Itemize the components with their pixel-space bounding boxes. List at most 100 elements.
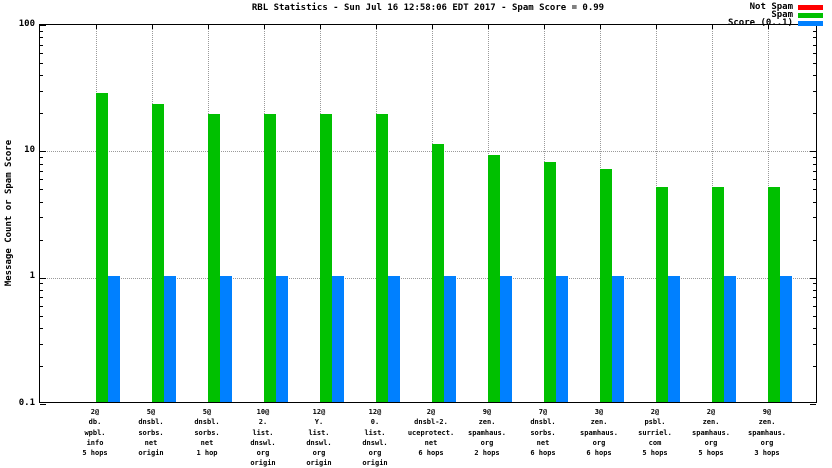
y-minor-tick <box>40 75 43 77</box>
y-minor-tick <box>40 170 43 172</box>
score-0-1-bar <box>164 276 176 402</box>
spam-bar <box>96 92 108 402</box>
y-minor-tick <box>40 201 43 203</box>
x-tick <box>96 25 97 29</box>
y-minor-tick <box>813 239 816 241</box>
y-major-tick <box>810 277 816 279</box>
y-minor-tick <box>813 113 816 115</box>
y-major-tick <box>810 25 816 26</box>
spam-bar <box>544 161 556 402</box>
y-minor-tick <box>40 327 43 329</box>
x-tick <box>432 25 433 29</box>
y-minor-tick <box>813 163 816 165</box>
x-tick <box>152 25 153 29</box>
y-major-tick <box>40 277 46 279</box>
spam-bar <box>600 168 612 402</box>
y-major-tick <box>40 151 46 153</box>
h-gridline <box>40 151 816 153</box>
score-0-1-bar <box>220 276 232 402</box>
y-minor-tick <box>813 201 816 203</box>
y-minor-tick <box>40 289 43 291</box>
y-minor-tick <box>813 53 816 55</box>
y-major-tick <box>810 151 816 153</box>
y-axis-label: Message Count or Spam Score <box>4 139 14 287</box>
category-label: 2@ zen. spamhaus. org 5 hops <box>692 408 730 458</box>
category-label: 2@ dnsbl-2. uceprotect. net 6 hops <box>407 408 455 458</box>
y-minor-tick <box>40 343 43 345</box>
y-minor-tick <box>813 315 816 317</box>
category-label: 2@ psbl. surriel. com 5 hops <box>638 408 672 458</box>
y-tick-label: 0.1 <box>18 397 35 408</box>
spam-bar <box>320 114 332 402</box>
category-label: 5@ dnsbl. sorbs. net origin <box>138 408 164 458</box>
legend-swatch-score-0-1 <box>798 20 823 26</box>
y-major-tick <box>40 25 46 26</box>
spam-bar <box>152 103 164 402</box>
score-0-1-bar <box>556 276 568 402</box>
legend-swatch-not-spam <box>798 4 823 10</box>
category-label: 9@ zen. spamhaus. org 3 hops <box>748 408 786 458</box>
score-0-1-bar <box>612 276 624 402</box>
y-minor-tick <box>813 283 816 285</box>
y-minor-tick <box>813 44 816 46</box>
category-label: 9@ zen. spamhaus. org 2 hops <box>468 408 506 458</box>
spam-bar <box>432 144 444 402</box>
score-0-1-bar <box>668 276 680 402</box>
y-minor-tick <box>40 239 43 241</box>
legend-label: Not Spam <box>749 2 793 12</box>
category-label: 7@ dnsbl. sorbs. net 6 hops <box>530 408 556 458</box>
legend-row-spam: Spam <box>728 11 823 20</box>
x-tick <box>712 25 713 29</box>
y-tick-label: 10 <box>24 144 35 155</box>
x-tick <box>600 25 601 29</box>
legend-label: Score (0..1) <box>727 18 793 28</box>
x-tick <box>768 25 769 29</box>
spam-bar <box>376 114 388 402</box>
x-tick <box>488 25 489 29</box>
y-minor-tick <box>40 283 43 285</box>
y-minor-tick <box>813 170 816 172</box>
y-minor-tick <box>813 327 816 329</box>
score-0-1-bar <box>780 276 792 402</box>
y-minor-tick <box>40 113 43 115</box>
spam-bar <box>488 155 500 402</box>
category-label: 2@ db. wpbl. info 5 hops <box>82 408 108 458</box>
score-0-1-bar <box>332 276 344 402</box>
legend-swatch-spam <box>798 12 823 18</box>
score-0-1-bar <box>388 276 400 402</box>
legend: Not Spam Spam Score (0..1) <box>727 2 823 28</box>
y-minor-tick <box>40 217 43 219</box>
y-minor-tick <box>813 343 816 345</box>
y-minor-tick <box>40 297 43 299</box>
y-minor-tick <box>40 365 43 367</box>
y-minor-tick <box>813 297 816 299</box>
category-label: 12@ 0. list. dnswl. org origin <box>362 408 388 468</box>
category-label: 3@ zen. spamhaus. org 6 hops <box>580 408 618 458</box>
y-minor-tick <box>813 157 816 159</box>
spam-bar <box>264 114 276 402</box>
x-tick <box>656 25 657 29</box>
x-tick <box>544 25 545 29</box>
y-tick-label: 100 <box>18 18 35 29</box>
y-minor-tick <box>40 30 43 32</box>
score-0-1-bar <box>276 276 288 402</box>
score-0-1-bar <box>444 276 456 402</box>
y-minor-tick <box>40 163 43 165</box>
y-minor-tick <box>813 91 816 93</box>
y-minor-tick <box>40 157 43 159</box>
category-label: 12@ Y. list. dnswl. org origin <box>306 408 332 468</box>
y-minor-tick <box>40 315 43 317</box>
y-minor-tick <box>813 179 816 181</box>
y-minor-tick <box>813 37 816 39</box>
y-minor-tick <box>40 53 43 55</box>
y-minor-tick <box>813 30 816 32</box>
spam-bar <box>656 187 668 402</box>
spam-bar <box>768 187 780 402</box>
category-label: 5@ dnsbl. sorbs. net 1 hop <box>194 408 220 458</box>
legend-row-score-0-1: Score (0..1) <box>727 18 823 28</box>
category-label: 10@ 2. list. dnswl. org origin <box>250 408 276 468</box>
y-minor-tick <box>813 305 816 307</box>
y-minor-tick <box>40 189 43 191</box>
x-tick <box>208 25 209 29</box>
